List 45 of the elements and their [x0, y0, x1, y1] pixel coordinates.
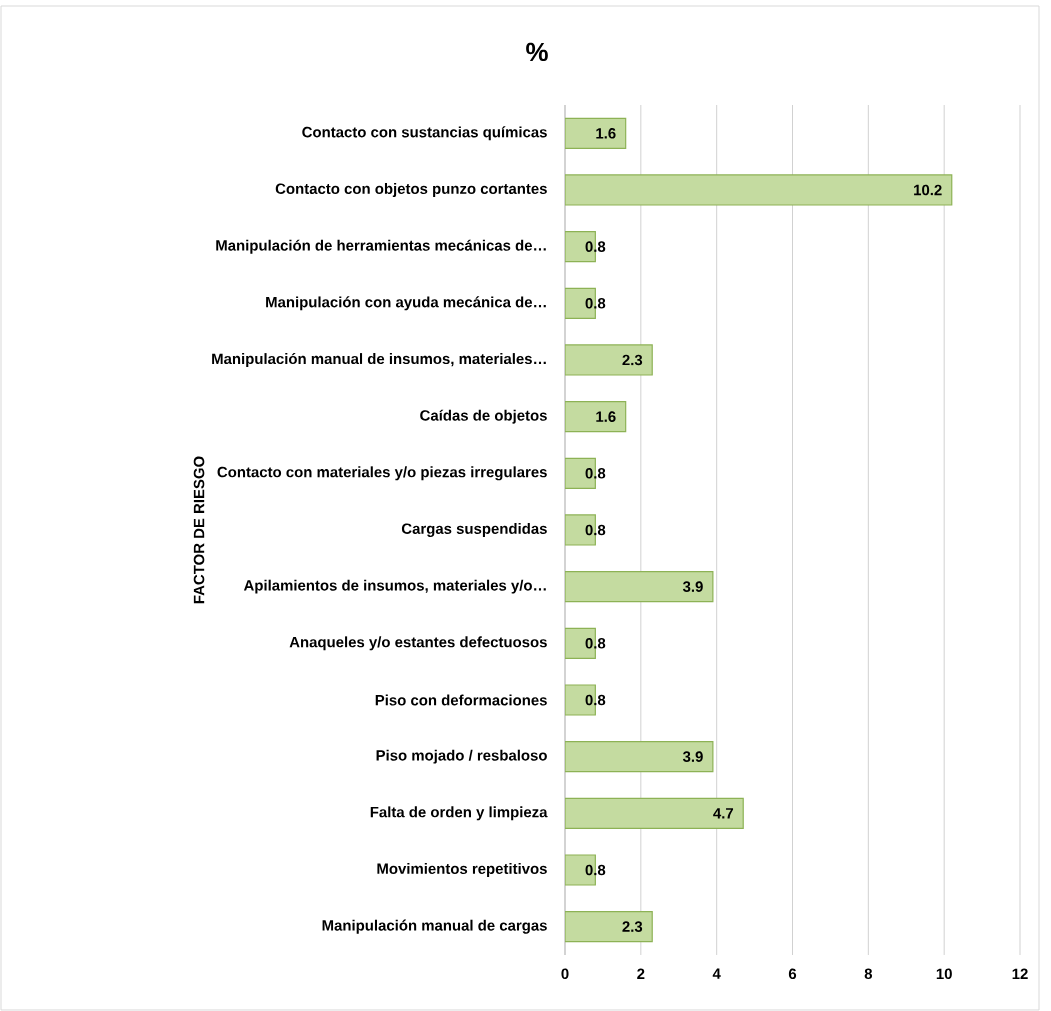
- bar: [565, 174, 953, 206]
- y-tick-label: Contacto con materiales y/o piezas irregulares: [217, 466, 547, 481]
- data-label: 0.8: [585, 298, 606, 309]
- x-tick-label: 10: [936, 968, 952, 980]
- bar: [565, 117, 627, 149]
- data-label: 0.8: [585, 864, 606, 876]
- bar: [565, 571, 714, 603]
- y-tick-label: Piso con deformaciones: [375, 694, 547, 706]
- y-tick-label: Anaqueles y/o estantes defectuosos: [289, 636, 547, 651]
- data-label: 0.8: [585, 694, 606, 706]
- data-label: 2.3: [622, 354, 643, 366]
- y-tick-label: Movimientos repetitivos: [377, 863, 547, 877]
- data-label: 2.3: [622, 921, 643, 932]
- x-tick-label: 6: [788, 968, 797, 980]
- data-label: 0.8: [585, 524, 606, 536]
- data-label: 10.2: [914, 184, 942, 196]
- data-label: 1.6: [596, 411, 616, 422]
- y-tick-label: Caídas de objetos: [420, 409, 547, 424]
- data-label: 0.8: [585, 241, 606, 252]
- y-tick-label: Apilamientos de insumos, materiales y/o…: [243, 579, 546, 594]
- x-tick-label: 2: [637, 968, 645, 979]
- y-tick-label: Falta de orden y limpieza: [370, 806, 548, 821]
- y-tick-label: Manipulación manual de cargas: [322, 919, 547, 934]
- bar: [565, 741, 714, 773]
- data-label: 3.9: [682, 581, 703, 592]
- data-label: 1.6: [596, 128, 616, 139]
- bar: [565, 797, 744, 829]
- chart-title: %: [526, 42, 548, 62]
- bar: [565, 911, 653, 943]
- data-label: 3.9: [682, 751, 703, 762]
- x-tick-label: 4: [712, 968, 721, 979]
- y-tick-label: Contacto con objetos punzo cortantes: [275, 183, 547, 197]
- y-tick-label: Manipulación manual de insumos, materiales…: [212, 352, 546, 368]
- data-label: 0.8: [585, 468, 606, 479]
- y-tick-label: Manipulación con ayuda mecánica de…: [266, 296, 546, 311]
- data-label: 4.7: [713, 808, 734, 819]
- y-tick-label: Piso mojado / resbaloso: [376, 749, 547, 764]
- y-tick-label: Contacto con sustancias químicas: [302, 126, 547, 141]
- y-tick-label: Manipulación de herramientas mecánicas de…: [216, 239, 546, 254]
- y-axis-title: FACTOR DE RIESGO: [193, 456, 205, 604]
- y-tick-label: Cargas suspendidas: [401, 522, 547, 537]
- data-label: 0.8: [585, 638, 606, 649]
- x-tick-label: 8: [864, 968, 873, 980]
- x-tick-label: 0: [561, 968, 569, 980]
- x-tick-label: 12: [1012, 968, 1028, 979]
